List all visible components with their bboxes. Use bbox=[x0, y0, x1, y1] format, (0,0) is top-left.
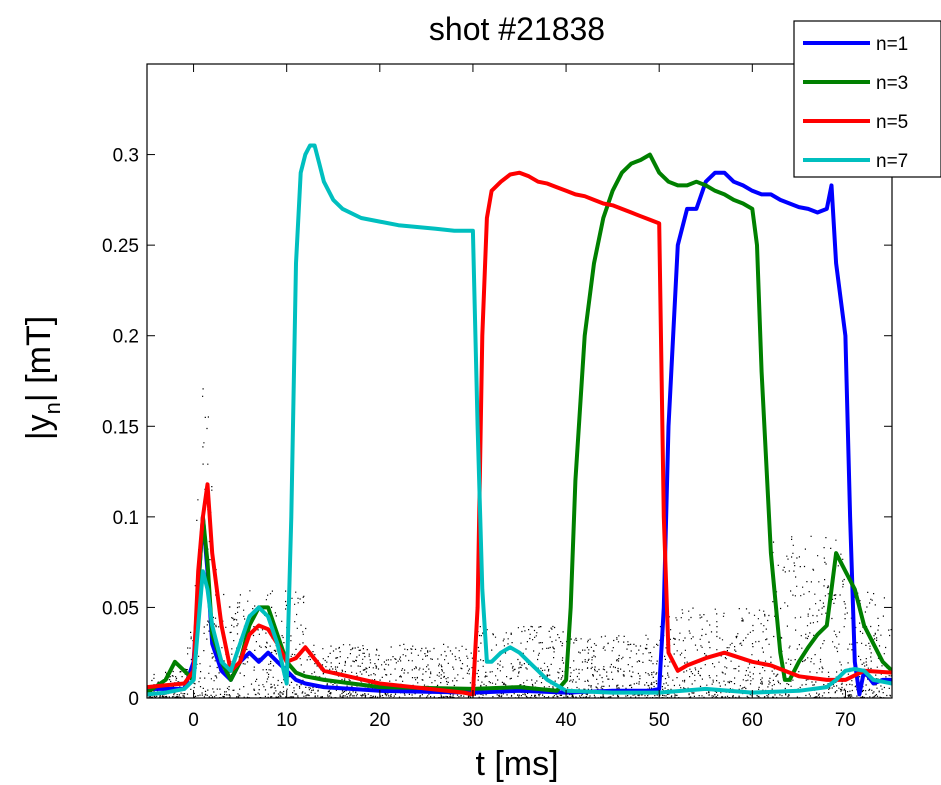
y-tick-label: 0.25 bbox=[102, 236, 139, 257]
legend-label: n=5 bbox=[876, 112, 908, 133]
x-tick-label: 0 bbox=[188, 710, 199, 731]
y-tick-label: 0.15 bbox=[102, 417, 139, 438]
series-line-n=3 bbox=[147, 152, 892, 695]
series-layer bbox=[147, 143, 892, 697]
y-axis-label-main: |y bbox=[20, 414, 58, 440]
y-axis-label-sub: n bbox=[40, 402, 65, 414]
x-tick-label: 60 bbox=[742, 710, 763, 731]
y-tick-label: 0 bbox=[128, 689, 139, 710]
y-tick-label: 0.3 bbox=[113, 146, 139, 167]
y-tick-label: 0.05 bbox=[102, 598, 139, 619]
x-axis: 0 10 20 30 40 50 60 70 bbox=[188, 64, 856, 731]
legend-box bbox=[793, 20, 941, 178]
series-line-n=7 bbox=[147, 143, 892, 697]
legend-label: n=3 bbox=[876, 73, 908, 94]
legend-label: n=1 bbox=[876, 34, 908, 55]
x-tick-label: 40 bbox=[555, 710, 576, 731]
legend: n=1 n=3 n=5 n=7 bbox=[793, 20, 941, 178]
y-tick-label: 0.2 bbox=[113, 327, 139, 348]
y-axis-label-tail: | [mT] bbox=[20, 316, 58, 402]
x-axis-label: t [ms] bbox=[475, 745, 558, 783]
y-axis-label: |yn| [mT] bbox=[20, 316, 65, 440]
y-axis: 0 0.05 0.1 0.15 0.2 0.25 0.3 bbox=[102, 146, 892, 710]
y-tick-label: 0.1 bbox=[113, 508, 139, 529]
plot-area-frame bbox=[146, 63, 893, 699]
x-tick-label: 20 bbox=[369, 710, 390, 731]
x-tick-label: 50 bbox=[649, 710, 670, 731]
x-tick-label: 10 bbox=[276, 710, 297, 731]
x-tick-label: 70 bbox=[835, 710, 856, 731]
chart-title: shot #21838 bbox=[429, 11, 605, 47]
x-tick-label: 30 bbox=[462, 710, 483, 731]
legend-label: n=7 bbox=[876, 151, 908, 172]
